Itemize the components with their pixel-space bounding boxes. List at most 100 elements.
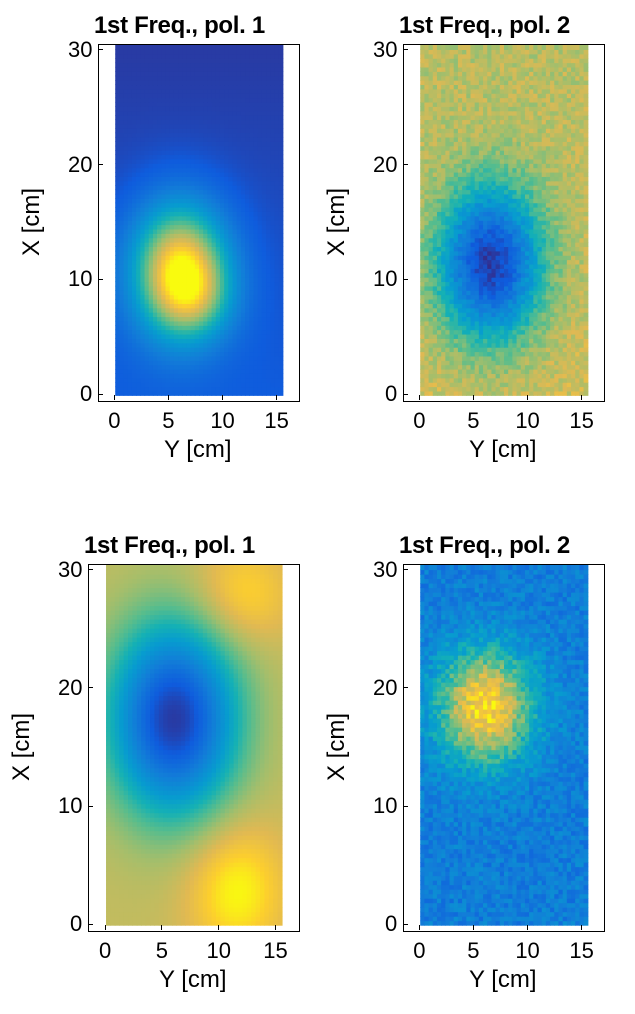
heatmap-cell xyxy=(203,224,208,230)
heatmap-cell xyxy=(123,281,129,287)
heatmap-cell xyxy=(123,150,129,156)
heatmap-cell xyxy=(190,193,196,199)
heatmap-cell xyxy=(566,329,572,335)
heatmap-cell xyxy=(504,259,509,265)
heatmap-cell xyxy=(562,386,568,392)
heatmap-cell xyxy=(508,360,513,366)
heatmap-cell xyxy=(169,53,175,59)
heatmap-cell xyxy=(270,355,276,361)
heatmap-cell xyxy=(194,277,200,283)
heatmap-cell xyxy=(123,333,129,339)
heatmap-cell xyxy=(249,167,255,173)
heatmap-cell xyxy=(424,386,430,392)
heatmap-cell xyxy=(119,233,125,239)
heatmap-cell xyxy=(457,338,463,344)
heatmap-cell xyxy=(278,390,284,396)
heatmap-cell xyxy=(550,386,555,392)
heatmap-cell xyxy=(182,386,188,392)
heatmap-cell xyxy=(232,154,238,160)
heatmap-cell xyxy=(119,320,125,326)
heatmap-cell xyxy=(253,202,259,208)
heatmap-cell xyxy=(190,49,196,55)
heatmap-cell xyxy=(186,88,192,94)
heatmap-cell xyxy=(558,277,564,283)
heatmap-cell xyxy=(554,202,560,208)
heatmap-cell xyxy=(123,202,129,208)
heatmap-cell xyxy=(537,294,543,300)
heatmap-cell xyxy=(420,224,426,230)
heatmap-cell xyxy=(533,263,539,269)
heatmap-cell xyxy=(186,364,192,370)
heatmap-cell xyxy=(115,93,121,99)
heatmap-cell xyxy=(270,281,276,287)
heatmap-cell xyxy=(240,285,246,291)
heatmap-cell xyxy=(558,377,564,383)
heatmap-cell xyxy=(157,342,162,348)
heatmap-cell xyxy=(478,211,484,217)
heatmap-cell xyxy=(516,242,522,247)
heatmap-cell xyxy=(203,62,208,68)
heatmap-cell xyxy=(236,58,242,64)
heatmap-cell xyxy=(173,58,179,64)
heatmap-cell xyxy=(478,268,484,274)
heatmap-cell xyxy=(152,206,158,212)
heatmap-cell xyxy=(266,158,271,164)
heatmap-cell xyxy=(533,259,539,265)
heatmap-cell xyxy=(169,220,175,226)
heatmap-cell xyxy=(161,233,167,239)
heatmap-cell xyxy=(178,220,183,226)
heatmap-cell xyxy=(575,351,581,357)
heatmap-cell xyxy=(140,242,146,247)
heatmap-cell xyxy=(199,189,204,195)
heatmap-cell xyxy=(562,298,568,304)
heatmap-cell xyxy=(278,233,284,239)
heatmap-cell xyxy=(136,325,141,331)
heatmap-cell xyxy=(278,268,284,274)
heatmap-cell xyxy=(215,373,221,379)
heatmap-cell xyxy=(236,316,242,322)
heatmap-cell xyxy=(245,268,250,274)
heatmap-cell xyxy=(571,246,576,252)
heatmap-cell xyxy=(483,255,488,261)
heatmap-cell xyxy=(131,53,137,59)
heatmap-cell xyxy=(219,347,225,353)
heatmap-cell xyxy=(478,259,484,265)
heatmap-cell xyxy=(157,206,162,212)
heatmap-cell xyxy=(462,360,467,366)
heatmap-cell xyxy=(278,320,284,326)
heatmap-cell xyxy=(123,290,129,296)
heatmap-cell xyxy=(420,333,426,339)
heatmap-cell xyxy=(219,373,225,379)
heatmap-cell xyxy=(169,228,175,234)
heatmap-cell xyxy=(432,329,438,335)
heatmap-cell xyxy=(148,290,154,296)
heatmap-cell xyxy=(453,386,459,392)
heatmap-cell xyxy=(524,272,530,278)
heatmap-cell xyxy=(131,351,137,357)
heatmap-cell xyxy=(194,84,200,90)
heatmap-cell xyxy=(194,220,200,226)
heatmap-cell xyxy=(257,320,263,326)
heatmap-cell xyxy=(533,237,539,243)
heatmap-cell xyxy=(115,382,121,388)
heatmap-cell xyxy=(236,198,242,204)
heatmap-cell xyxy=(127,342,133,348)
heatmap-cell xyxy=(529,316,534,322)
heatmap-cell xyxy=(278,163,284,169)
heatmap-cell xyxy=(571,224,576,230)
heatmap-cell xyxy=(152,228,158,234)
heatmap-cell xyxy=(199,167,204,173)
heatmap-cell xyxy=(245,290,250,296)
heatmap-cell xyxy=(278,355,284,361)
heatmap-cell xyxy=(127,233,133,239)
heatmap-cell xyxy=(131,277,137,283)
heatmap-cell xyxy=(571,220,576,226)
heatmap-cell xyxy=(136,242,141,247)
heatmap-cell xyxy=(119,119,125,125)
heatmap-cell xyxy=(583,342,589,348)
heatmap-cell xyxy=(186,128,192,134)
heatmap-cell xyxy=(203,268,208,274)
heatmap-cell xyxy=(266,163,271,169)
heatmap-cell xyxy=(211,211,217,217)
heatmap-cell xyxy=(199,80,204,86)
